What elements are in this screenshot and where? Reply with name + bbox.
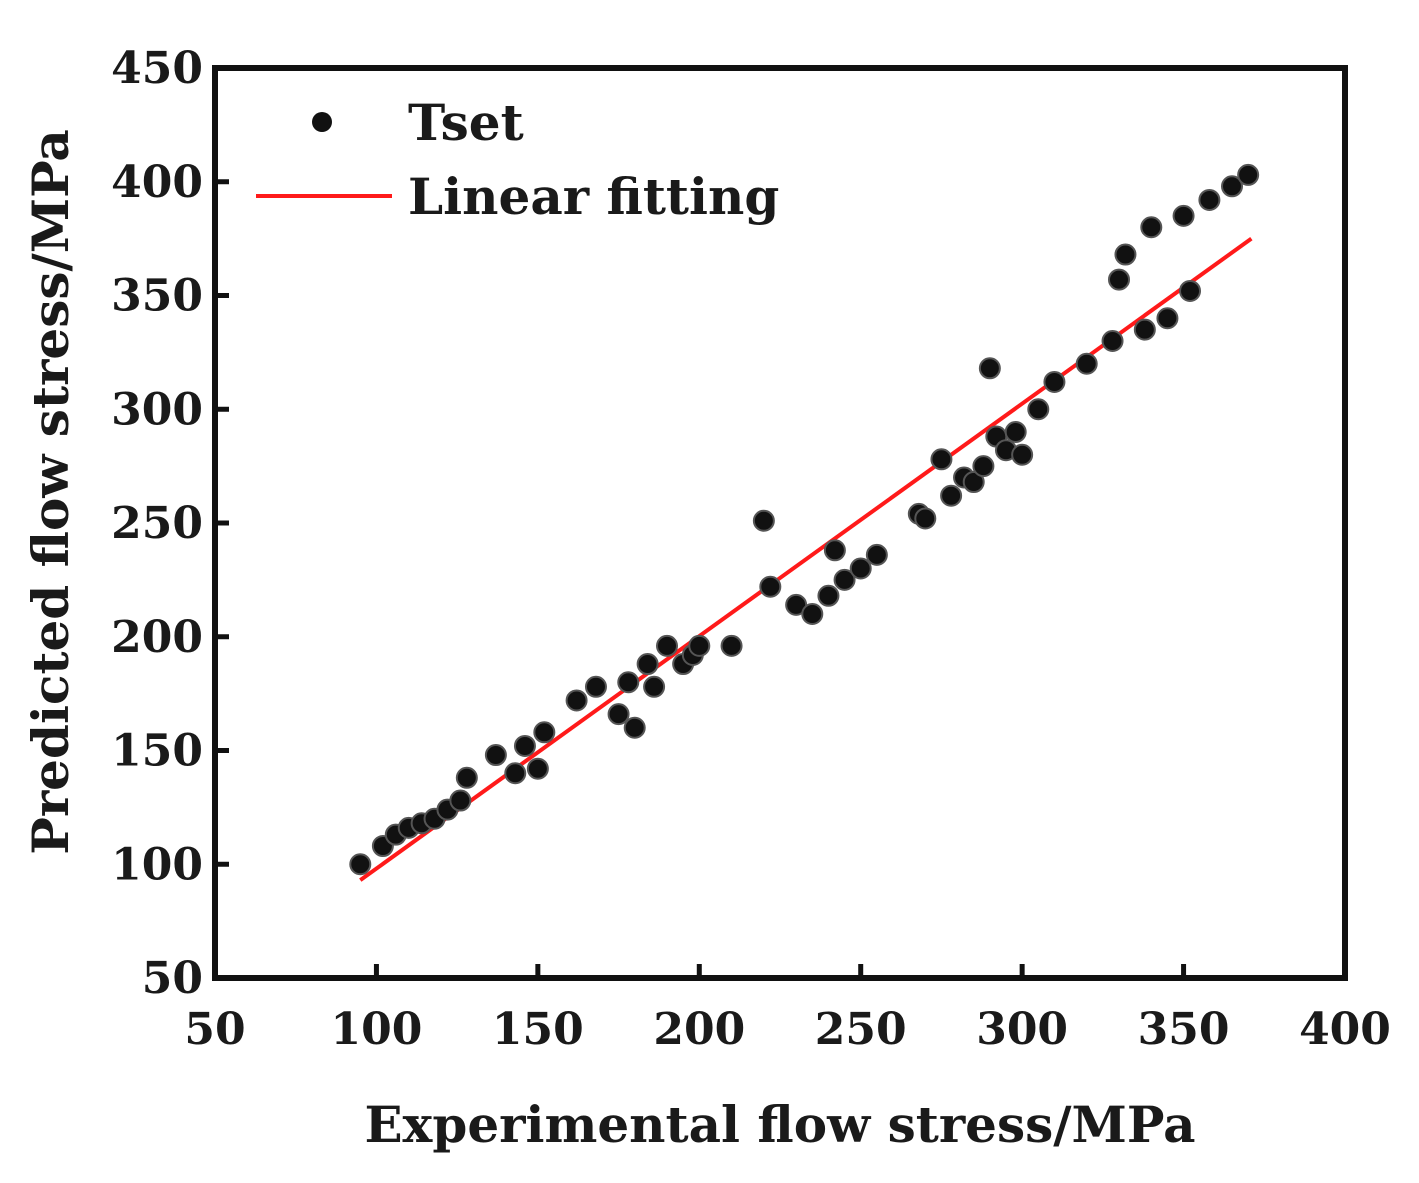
x-tick-label: 200: [653, 1004, 745, 1055]
data-point: [617, 671, 640, 694]
data-point: [656, 634, 678, 657]
data-point: [1108, 268, 1130, 291]
data-point: [688, 634, 711, 657]
x-tick-label: 100: [330, 1004, 422, 1055]
y-tick-label: 150: [111, 726, 203, 777]
data-point: [801, 603, 824, 625]
data-point: [914, 507, 937, 530]
x-axis-title: Experimental flow stress/MPa: [364, 1095, 1195, 1154]
data-point: [1221, 175, 1243, 198]
data-point: [823, 539, 846, 562]
data-point: [349, 853, 372, 876]
data-point: [643, 675, 666, 698]
x-tick-label: 150: [492, 1004, 584, 1055]
data-point: [1075, 352, 1098, 375]
data-point: [962, 471, 985, 494]
y-tick-label: 400: [111, 157, 203, 208]
data-point: [1237, 163, 1260, 186]
y-axis-title: Predicted flow stress/MPa: [21, 129, 80, 855]
data-point: [978, 357, 1001, 380]
data-point: [759, 575, 782, 598]
data-point: [940, 484, 963, 507]
y-tick-label: 350: [111, 271, 203, 322]
data-point: [504, 762, 527, 785]
y-tick-label: 50: [142, 953, 203, 1004]
legend-label-linear-fitting: Linear fitting: [408, 167, 779, 226]
data-point: [623, 716, 646, 739]
data-point: [455, 766, 478, 789]
data-point: [1027, 398, 1050, 421]
x-tick-label: 350: [1138, 1004, 1230, 1055]
data-point: [1156, 307, 1179, 330]
data-point: [584, 675, 607, 698]
data-point: [449, 789, 472, 812]
data-point: [526, 757, 549, 780]
data-point: [752, 509, 775, 532]
y-tick-label: 450: [111, 43, 203, 94]
legend-marker-tset: [312, 112, 332, 132]
y-tick-label: 200: [111, 612, 203, 663]
data-point: [565, 689, 588, 712]
data-point: [1011, 443, 1034, 466]
x-tick-label: 400: [1299, 1004, 1391, 1055]
data-point: [849, 557, 872, 580]
data-point: [533, 721, 556, 744]
point-layer: [349, 163, 1260, 876]
data-point: [1133, 318, 1156, 341]
data-point: [607, 703, 630, 726]
y-ticks: 50 100 150 200 250 300 350 400 450: [111, 43, 229, 1004]
x-tick-label: 50: [184, 1004, 245, 1055]
data-point: [972, 455, 995, 478]
data-point: [1140, 216, 1163, 239]
y-tick-label: 250: [111, 498, 203, 549]
data-point: [484, 744, 507, 767]
x-tick-label: 300: [976, 1004, 1068, 1055]
legend-label-tset: Tset: [408, 93, 524, 152]
data-point: [833, 568, 856, 591]
x-ticks: 50 100 150 200 250 300 350 400: [184, 964, 1391, 1055]
data-point: [1114, 243, 1137, 266]
data-point: [1043, 370, 1066, 393]
data-point: [720, 634, 743, 657]
data-point: [1179, 279, 1202, 302]
data-point: [1172, 204, 1195, 227]
x-tick-label: 250: [815, 1004, 907, 1055]
y-tick-label: 300: [111, 384, 203, 435]
data-point: [930, 448, 953, 471]
data-point: [636, 653, 659, 676]
y-tick-label: 100: [111, 839, 203, 890]
legend: Tset Linear fitting: [256, 93, 779, 226]
data-point: [817, 584, 840, 607]
data-point: [513, 734, 536, 757]
data-point: [1101, 330, 1124, 352]
data-point: [865, 543, 888, 566]
data-point: [1004, 421, 1027, 443]
data-point: [1198, 188, 1221, 211]
